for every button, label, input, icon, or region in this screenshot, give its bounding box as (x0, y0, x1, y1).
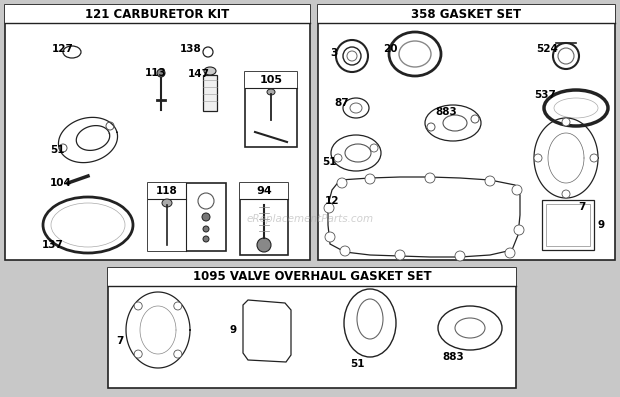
Ellipse shape (512, 185, 522, 195)
Text: 113: 113 (145, 68, 167, 78)
Ellipse shape (505, 248, 515, 258)
Text: 20: 20 (383, 44, 397, 54)
Text: 147: 147 (188, 69, 210, 79)
Bar (148, 183, 226, 251)
Bar (5, 5, 310, 260)
Ellipse shape (365, 174, 375, 184)
Bar (108, 268, 516, 286)
Ellipse shape (425, 173, 435, 183)
Ellipse shape (174, 302, 182, 310)
Text: 51: 51 (322, 157, 337, 167)
Ellipse shape (203, 236, 209, 242)
Text: 358 GASKET SET: 358 GASKET SET (412, 8, 521, 21)
Bar (318, 5, 615, 260)
Ellipse shape (590, 154, 598, 162)
Text: 12: 12 (325, 196, 340, 206)
Ellipse shape (337, 178, 347, 188)
Text: 3: 3 (330, 48, 337, 58)
Text: 7: 7 (578, 202, 585, 212)
Text: 51: 51 (350, 359, 365, 369)
Ellipse shape (562, 118, 570, 126)
Text: 104: 104 (50, 178, 72, 188)
Ellipse shape (162, 199, 172, 207)
Ellipse shape (514, 225, 524, 235)
Ellipse shape (485, 176, 495, 186)
Text: 105: 105 (260, 75, 283, 85)
Bar (108, 268, 516, 388)
Text: 94: 94 (256, 186, 272, 196)
Ellipse shape (340, 246, 350, 256)
Text: 51: 51 (50, 145, 64, 155)
Text: 137: 137 (42, 240, 64, 250)
Ellipse shape (325, 232, 335, 242)
Text: 121 CARBURETOR KIT: 121 CARBURETOR KIT (86, 8, 229, 21)
Ellipse shape (324, 203, 334, 213)
Text: 537: 537 (534, 90, 556, 100)
Bar (148, 183, 186, 251)
Ellipse shape (267, 89, 275, 95)
Ellipse shape (174, 350, 182, 358)
Ellipse shape (134, 350, 142, 358)
Bar (318, 5, 615, 23)
Text: 1095 VALVE OVERHAUL GASKET SET: 1095 VALVE OVERHAUL GASKET SET (193, 270, 432, 283)
Text: 7: 7 (116, 336, 123, 346)
Text: 883: 883 (435, 107, 457, 117)
Ellipse shape (202, 213, 210, 221)
Bar (245, 72, 297, 88)
Bar (542, 200, 594, 250)
Text: 883: 883 (442, 352, 464, 362)
Bar (5, 5, 310, 23)
Bar (240, 183, 288, 199)
Ellipse shape (395, 250, 405, 260)
Ellipse shape (134, 302, 142, 310)
Text: eReplacementParts.com: eReplacementParts.com (246, 214, 374, 224)
Ellipse shape (455, 251, 465, 261)
Bar (148, 183, 186, 199)
Text: 9: 9 (229, 325, 236, 335)
Text: 524: 524 (536, 44, 558, 54)
Bar (245, 72, 297, 147)
Ellipse shape (203, 226, 209, 232)
Bar (203, 75, 217, 111)
Text: 87: 87 (334, 98, 348, 108)
Ellipse shape (257, 238, 271, 252)
Text: 9: 9 (597, 220, 604, 230)
Bar (546, 204, 590, 246)
Text: 127: 127 (52, 44, 74, 54)
Ellipse shape (157, 69, 165, 77)
Ellipse shape (204, 67, 216, 75)
Text: 118: 118 (156, 186, 178, 196)
Ellipse shape (562, 190, 570, 198)
Bar (240, 183, 288, 255)
Text: 138: 138 (180, 44, 202, 54)
Ellipse shape (534, 154, 542, 162)
